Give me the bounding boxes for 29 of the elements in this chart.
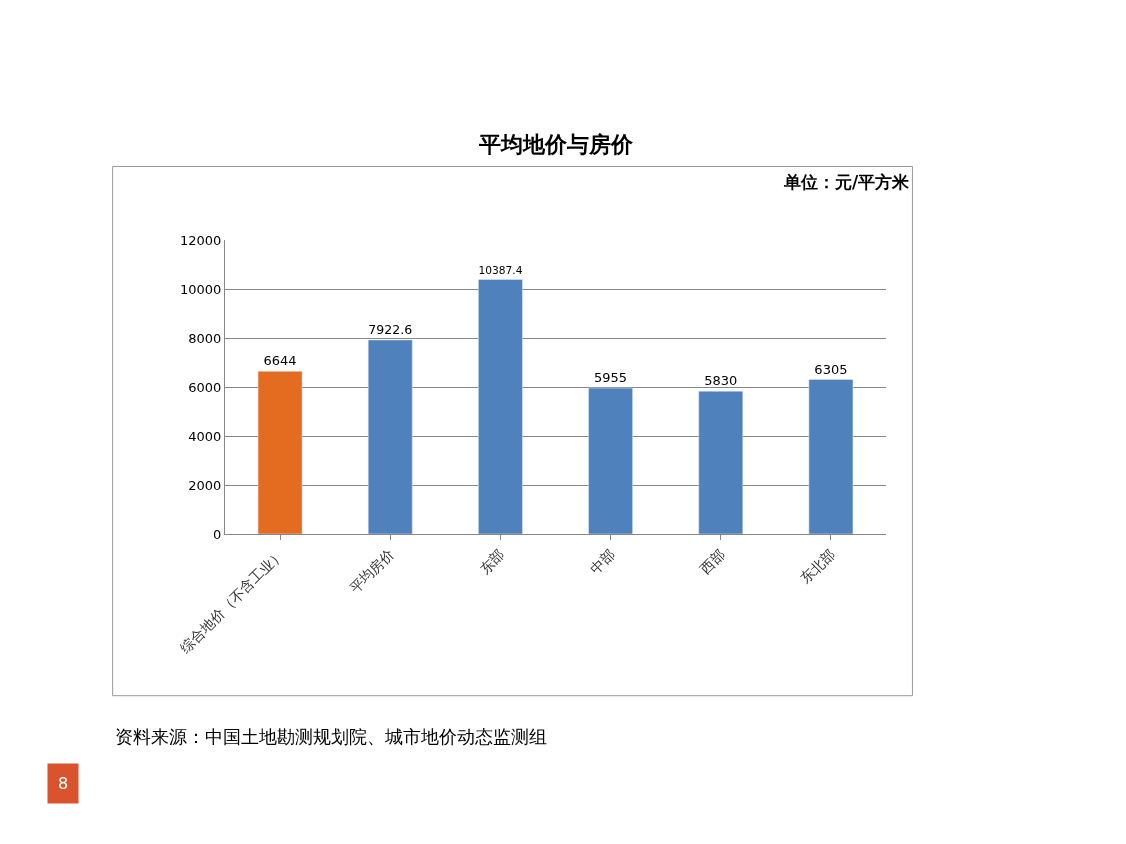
text: 8 [58, 774, 69, 793]
y-tick-label: 0 [213, 526, 222, 542]
text: 资料来源：中国土地勘测规划院、城市地价动态监测组 [115, 726, 547, 747]
data-label: 6644 [263, 353, 297, 369]
x-tick-label: 中部 [586, 545, 618, 577]
y-tick-label: 10000 [180, 281, 222, 297]
data-label: 5830 [704, 373, 738, 389]
bar [698, 390, 744, 534]
y-tick-label: 4000 [188, 428, 222, 444]
x-tick-label: 西部 [696, 545, 728, 577]
bar [367, 339, 413, 534]
data-label: 5955 [594, 370, 628, 386]
x-tick-label: 东北部 [796, 545, 838, 587]
x-tick-label: 综合地价（不含工业） [176, 545, 288, 656]
bar [478, 279, 523, 534]
chart-subtitle: 单位：元/平方米 [783, 172, 911, 192]
y-tick-label: 12000 [180, 232, 222, 248]
bar [808, 379, 854, 534]
data-label: 10387.4 [478, 264, 523, 278]
x-tick-label: 东部 [476, 545, 508, 577]
y-tick-label: 2000 [188, 477, 222, 493]
y-tick-label: 8000 [188, 330, 222, 346]
data-label: 7922.6 [368, 321, 413, 337]
y-tick-label: 6000 [188, 379, 222, 395]
x-tick-label: 平均房价 [346, 545, 398, 597]
bar [257, 370, 303, 534]
chart-title: 平均地价与房价 [478, 132, 634, 157]
bar [588, 387, 633, 534]
data-label: 6305 [814, 361, 848, 377]
